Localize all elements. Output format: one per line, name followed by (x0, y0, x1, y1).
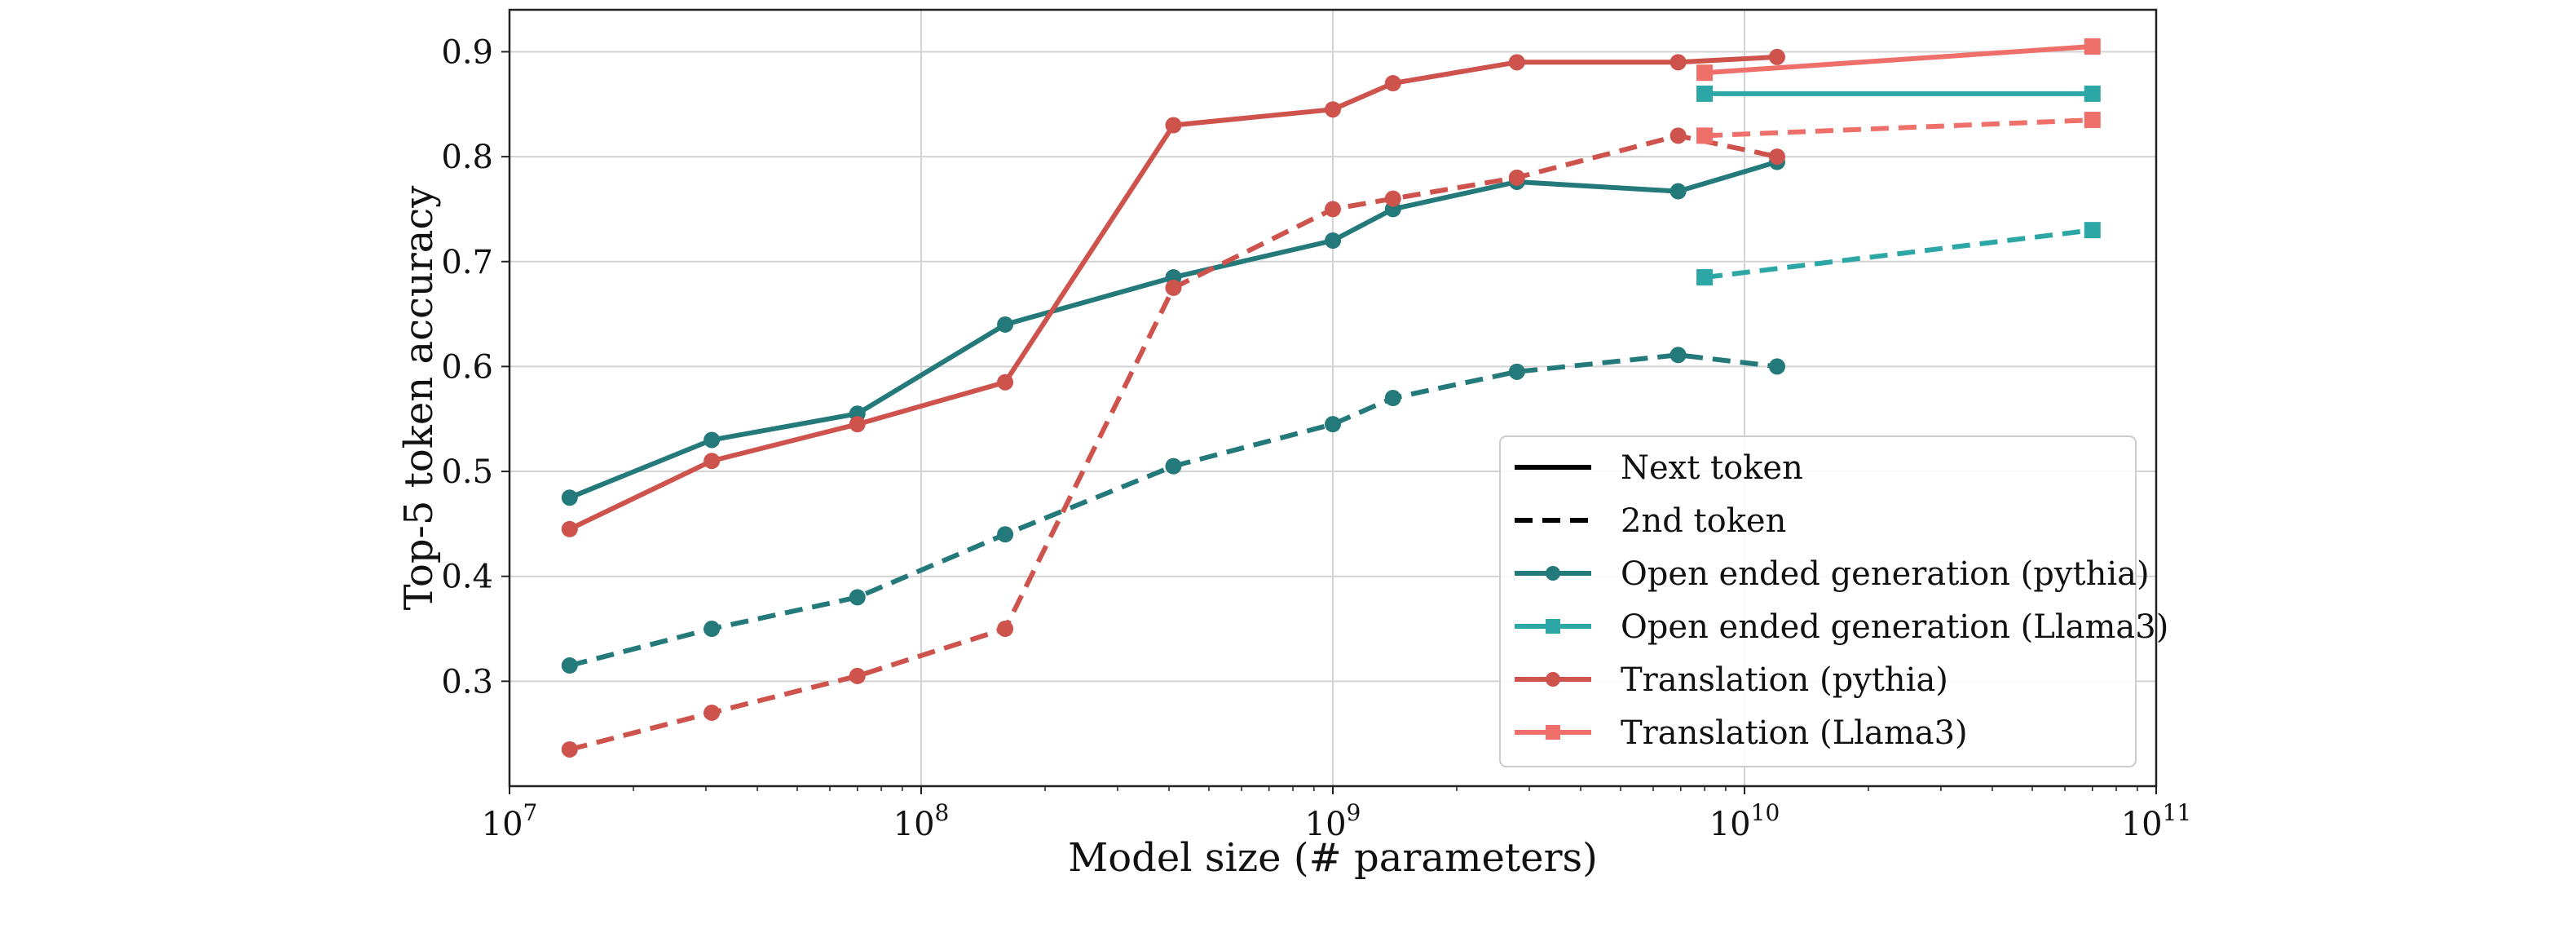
data-point-circle (1384, 190, 1401, 207)
data-point-circle (704, 431, 721, 449)
data-point-circle (1670, 54, 1687, 71)
y-axis-label: Top-5 token accuracy (396, 186, 442, 611)
data-point-circle (849, 667, 866, 684)
y-tick-label: 0.7 (441, 244, 493, 281)
series-open-ended-generation-pythia-2nd-token (561, 347, 1785, 674)
legend-label: Open ended generation (Llama3) (1621, 608, 2168, 646)
series-open-ended-generation-llama3-next-token (1696, 85, 2101, 102)
legend-label: Open ended generation (pythia) (1621, 555, 2150, 593)
data-point-square (2084, 38, 2101, 55)
series-line (569, 133, 1778, 752)
x-axis-label: Model size (# parameters) (1068, 835, 1598, 881)
data-point-circle (1165, 117, 1182, 134)
y-tick-label: 0.9 (441, 33, 493, 71)
data-point-square (2084, 112, 2101, 129)
series-line (1704, 228, 2093, 281)
series-line (1704, 44, 2093, 76)
data-point-square (1696, 127, 1714, 144)
data-point-circle (704, 453, 721, 470)
series-line (568, 54, 1778, 532)
data-point-circle (561, 740, 578, 758)
data-point-circle (1325, 416, 1341, 433)
series-line (568, 159, 1778, 500)
legend-marker-square (1546, 725, 1560, 740)
data-point-circle (1165, 458, 1182, 475)
series-layer (561, 38, 2101, 758)
data-point-circle (1768, 48, 1785, 65)
data-point-square (1696, 269, 1714, 286)
data-point-circle (1325, 101, 1341, 118)
x-tick-label: 1010 (1709, 799, 1780, 843)
series-line (1704, 117, 2093, 139)
data-point-circle (997, 526, 1014, 543)
data-point-circle (1325, 232, 1341, 250)
legend: Next token 2nd token Open ended generation… (1499, 435, 2168, 767)
data-point-square (2084, 85, 2101, 102)
y-tick-label: 0.6 (441, 348, 493, 386)
legend-item-next-token: Next token (1515, 449, 1803, 487)
data-point-circle (1508, 169, 1525, 186)
data-point-circle (1670, 127, 1687, 144)
x-tick-label: 1011 (2121, 799, 2192, 843)
data-point-circle (1508, 363, 1525, 380)
x-tick-label: 108 (893, 799, 950, 843)
legend-label: Translation (pythia) (1621, 661, 1948, 699)
legend-item-translation-llama3: Translation (Llama3) (1515, 714, 1968, 752)
data-point-circle (1165, 279, 1182, 296)
data-point-square (1696, 85, 1714, 102)
axis-ticks: 0.3 0.4 0.5 0.6 0.7 0.8 0.9 107 108 109 1010 1011 (441, 33, 2191, 843)
series-open-ended-generation-llama3-2nd-token (1696, 222, 2101, 286)
data-point-square (2084, 222, 2101, 239)
legend-item-open-ended-generation-llama3: Open ended generation (Llama3) (1515, 608, 2168, 646)
legend-box (1499, 435, 2137, 767)
data-point-circle (1508, 54, 1525, 71)
legend-label: 2nd token (1621, 502, 1786, 540)
data-point-square (1696, 64, 1714, 82)
data-point-circle (997, 621, 1014, 638)
data-point-circle (1768, 148, 1785, 166)
y-tick-label: 0.4 (441, 559, 493, 596)
x-tick-label: 109 (1305, 799, 1361, 843)
data-point-circle (1384, 390, 1401, 406)
data-point-circle (561, 520, 578, 537)
data-point-circle (561, 657, 578, 674)
legend-marker-square (1546, 619, 1560, 634)
data-point-circle (1670, 183, 1687, 200)
legend-label: Translation (Llama3) (1621, 714, 1968, 752)
y-tick-label: 0.3 (441, 663, 493, 701)
data-point-circle (849, 589, 866, 606)
legend-item-2nd-token: 2nd token (1515, 502, 1786, 540)
data-point-circle (1670, 347, 1687, 364)
x-tick-label: 107 (482, 799, 538, 843)
legend-marker-circle (1546, 566, 1560, 581)
series-translation-llama3-next-token (1696, 38, 2101, 82)
y-tick-label: 0.8 (441, 139, 493, 176)
legend-marker-circle (1546, 672, 1560, 687)
series-translation-llama3-2nd-token (1696, 112, 2101, 144)
data-point-circle (561, 489, 578, 506)
data-point-circle (704, 704, 721, 721)
data-point-circle (1384, 75, 1401, 92)
legend-label: Next token (1621, 449, 1803, 487)
data-point-circle (997, 316, 1014, 333)
legend-item-open-ended-generation-pythia: Open ended generation (pythia) (1515, 555, 2150, 593)
series-translation-pythia-next-token (561, 48, 1785, 537)
legend-item-translation-pythia: Translation (pythia) (1515, 661, 1948, 699)
data-point-circle (1768, 358, 1785, 375)
data-point-circle (997, 374, 1014, 391)
y-tick-label: 0.5 (441, 453, 493, 491)
data-point-circle (849, 416, 866, 433)
data-point-circle (704, 621, 721, 638)
series-translation-pythia-2nd-token (561, 127, 1785, 758)
data-point-circle (1325, 201, 1341, 218)
